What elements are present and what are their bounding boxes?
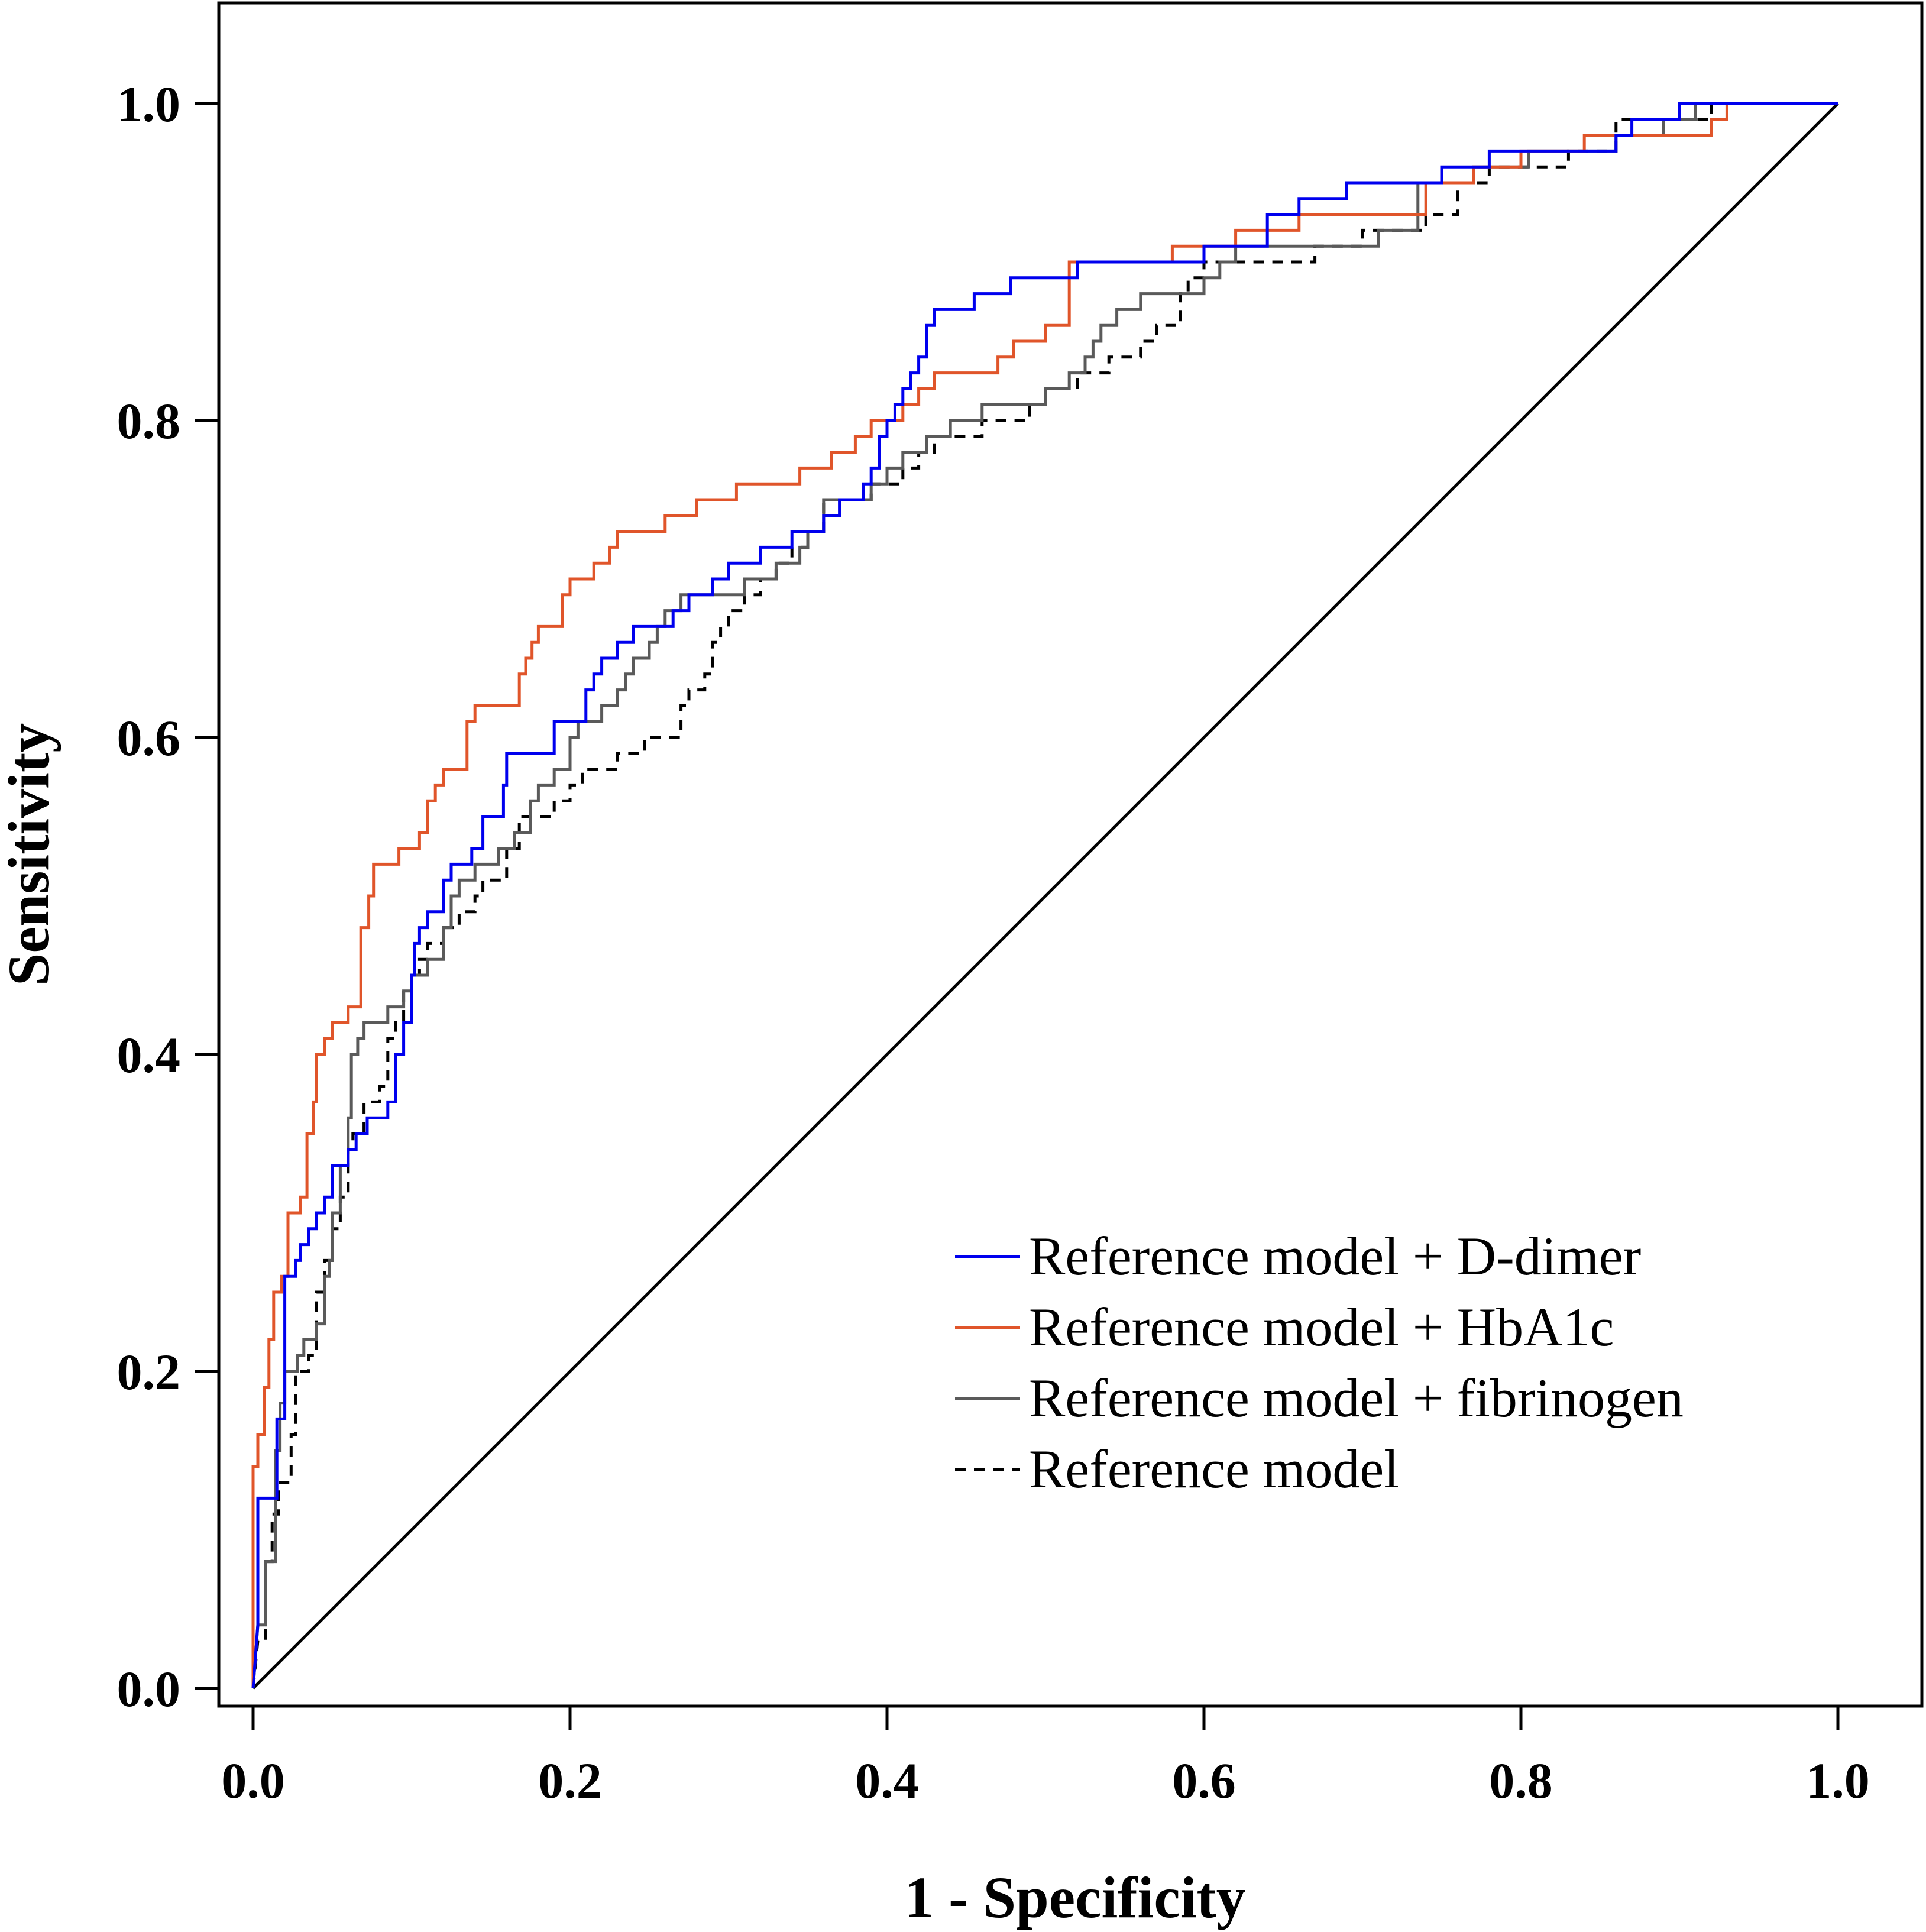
x-tick-label-1: 0.2 xyxy=(538,1752,602,1809)
x-tick-label-0: 0.0 xyxy=(221,1752,285,1809)
plot-frame xyxy=(217,1,1924,1708)
legend-label-reference-model: Reference model xyxy=(1029,1439,1399,1499)
x-tick-label-2: 0.4 xyxy=(855,1752,919,1809)
x-axis-title: 1 - Specificity xyxy=(904,1865,1246,1930)
y-tick-label-0: 0.0 xyxy=(117,1661,181,1717)
x-tick-label-4: 0.8 xyxy=(1489,1752,1553,1809)
series-layer xyxy=(251,102,1839,1690)
x-tick-label-3: 0.6 xyxy=(1172,1752,1236,1809)
legend-label-reference-model-fibrinogen: Reference model + fibrinogen xyxy=(1029,1368,1684,1428)
axis-layer: 0.0 0.2 0.4 0.6 0.8 1.0 0.0 0.2 0.4 0.6 0.8 1.0 xyxy=(117,76,1870,1809)
series-line-reference-model-fibrinogen xyxy=(251,102,1838,1689)
y-tick-label-1: 0.2 xyxy=(117,1344,181,1400)
x-tick-label-5: 1.0 xyxy=(1806,1752,1870,1809)
y-tick-label-2: 0.4 xyxy=(117,1027,181,1083)
series-line-reference-model-d-dimer xyxy=(251,102,1838,1689)
y-axis-title: Sensitivity xyxy=(0,723,61,986)
legend-label-reference-model-hba1c: Reference model + HbA1c xyxy=(1029,1297,1614,1357)
y-tick-label-5: 1.0 xyxy=(117,76,181,132)
series-line-reference-diagonal xyxy=(252,102,1839,1690)
y-tick-label-4: 0.8 xyxy=(117,393,181,449)
legend-label-reference-model-d-dimer: Reference model + D-dimer xyxy=(1029,1226,1641,1286)
legend: Reference model + D-dimer Reference model… xyxy=(955,1226,1684,1499)
y-tick-label-3: 0.6 xyxy=(117,710,181,766)
